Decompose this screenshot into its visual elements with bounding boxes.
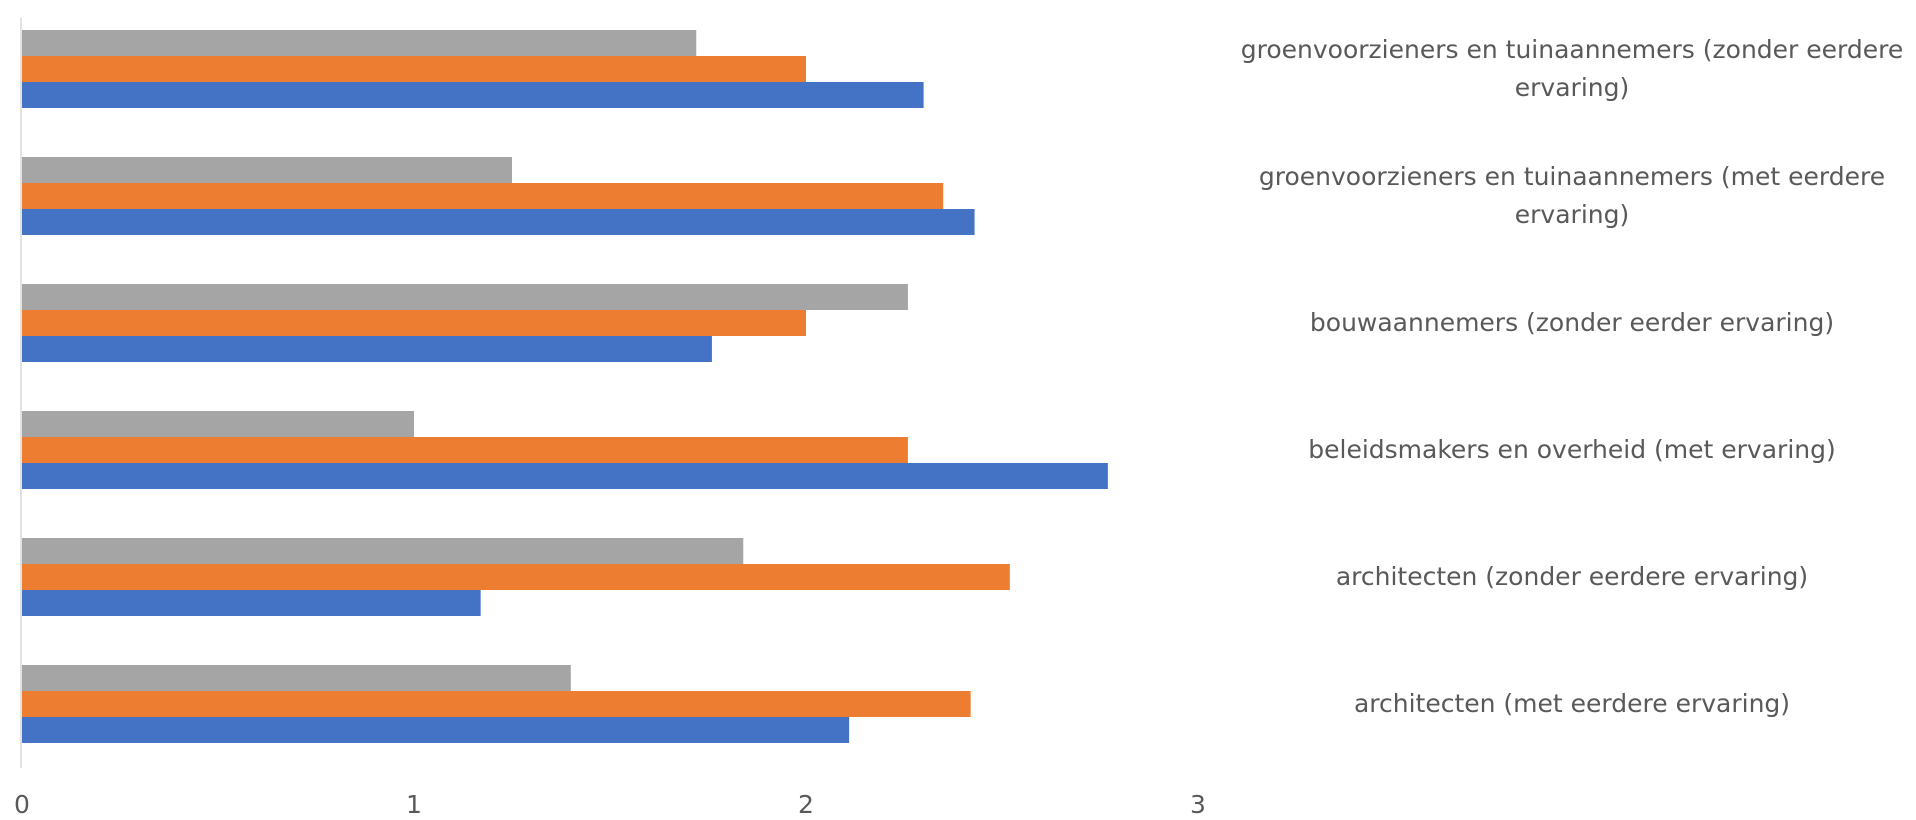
bar-2-series-3	[22, 209, 975, 235]
bar-1-series-2	[22, 56, 806, 82]
bar-2-series-1	[22, 157, 512, 183]
bar-4-series-1	[22, 411, 414, 437]
bar-3-series-2	[22, 310, 806, 336]
bar-5-series-2	[22, 564, 1010, 590]
x-tick-label: 2	[798, 790, 814, 819]
category-label: groenvoorzieners en tuinaannemers (zonde…	[1240, 35, 1904, 102]
x-tick-label: 0	[14, 790, 30, 819]
bar-3-series-1	[22, 284, 908, 310]
bar-6-series-2	[22, 691, 971, 717]
category-label: architecten (met eerdere ervaring)	[1353, 689, 1791, 718]
x-tick-label: 1	[406, 790, 422, 819]
category-label: beleidsmakers en overheid (met ervaring)	[1308, 435, 1836, 464]
bar-3-series-3	[22, 336, 712, 362]
bar-1-series-1	[22, 30, 697, 56]
bar-5-series-1	[22, 538, 744, 564]
bar-6-series-1	[22, 665, 571, 691]
category-label: bouwaannemers (zonder eerder ervaring)	[1309, 308, 1835, 337]
category-label: groenvoorzieners en tuinaannemers (met e…	[1258, 162, 1886, 229]
bar-5-series-3	[22, 590, 481, 616]
bar-4-series-2	[22, 437, 908, 463]
bar-4-series-3	[22, 463, 1108, 489]
bar-2-series-2	[22, 183, 944, 209]
category-label: architecten (zonder eerdere ervaring)	[1335, 562, 1809, 591]
bar-1-series-3	[22, 82, 924, 108]
bar-6-series-3	[22, 717, 850, 743]
x-tick-label: 3	[1190, 790, 1206, 819]
